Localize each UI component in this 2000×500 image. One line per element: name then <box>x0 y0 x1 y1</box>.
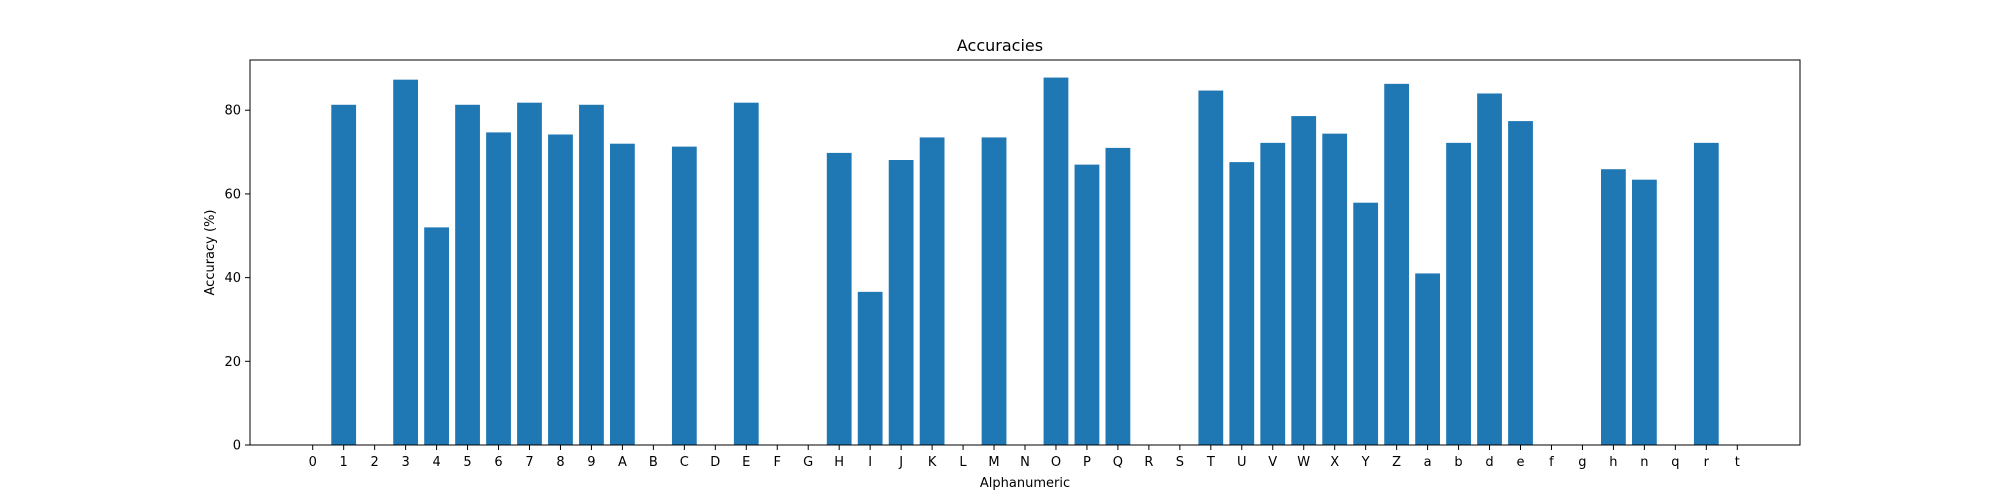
bar-7 <box>517 102 542 446</box>
x-tick-label: R <box>1144 455 1153 470</box>
bar-5 <box>455 104 480 445</box>
y-tick-label: 60 <box>224 187 241 202</box>
x-tick-label: M <box>988 455 999 470</box>
bar-b <box>1446 142 1471 446</box>
x-tick-label: K <box>928 455 937 470</box>
bar-Q <box>1105 147 1131 445</box>
x-tick-label: 2 <box>371 455 379 470</box>
bar-A <box>610 143 635 445</box>
bar-T <box>1198 90 1224 446</box>
x-tick-label: g <box>1578 455 1586 470</box>
x-tick-label: 4 <box>432 455 440 470</box>
bar-I <box>857 291 883 445</box>
bars-group <box>331 77 1719 446</box>
x-tick-label: P <box>1083 455 1091 470</box>
bar-3 <box>393 79 419 446</box>
bar-e <box>1508 121 1533 445</box>
bar-E <box>733 102 759 446</box>
x-tick-label: H <box>834 455 844 470</box>
x-tick-label: S <box>1176 455 1184 470</box>
x-tick-label: f <box>1549 455 1554 470</box>
bar-Y <box>1353 202 1379 445</box>
x-tick-label: I <box>868 455 872 470</box>
x-tick-label: h <box>1609 455 1617 470</box>
x-tick-label: N <box>1020 455 1030 470</box>
bar-W <box>1291 116 1317 445</box>
x-tick-label: n <box>1640 455 1648 470</box>
x-tick-label: r <box>1704 455 1710 470</box>
bar-d <box>1477 93 1502 445</box>
x-tick-label: 9 <box>587 455 595 470</box>
y-tick-label: 20 <box>224 355 241 370</box>
bar-r <box>1693 142 1719 446</box>
bar-M <box>981 137 1007 446</box>
y-axis-label: Accuracy (%) <box>203 210 218 296</box>
y-tick-label: 40 <box>224 271 241 286</box>
x-tick-label: d <box>1485 455 1493 470</box>
x-tick-label: Y <box>1361 455 1370 470</box>
x-tick-label: B <box>649 455 658 470</box>
x-tick-label: W <box>1297 455 1310 470</box>
x-tick-label: V <box>1268 455 1277 470</box>
bar-6 <box>486 132 511 445</box>
bar-V <box>1260 142 1286 446</box>
x-tick-label: 5 <box>463 455 471 470</box>
x-tick-label: T <box>1206 455 1215 470</box>
x-tick-label: 7 <box>525 455 533 470</box>
x-tick-label: E <box>742 455 750 470</box>
x-tick-label: a <box>1424 455 1432 470</box>
bar-O <box>1043 77 1069 445</box>
bar-H <box>826 152 852 445</box>
y-tick-label: 80 <box>224 104 241 119</box>
x-tick-label: b <box>1454 455 1462 470</box>
bar-a <box>1415 273 1440 445</box>
plot-frame <box>249 59 1801 446</box>
x-tick-label: t <box>1735 455 1740 470</box>
bar-n <box>1631 179 1657 445</box>
x-tick-label: e <box>1517 455 1525 470</box>
bar-X <box>1322 133 1348 445</box>
x-tick-label: 1 <box>340 455 348 470</box>
y-axis-ticks: 0 20 40 60 80 <box>224 104 250 454</box>
bar-4 <box>424 227 449 445</box>
x-tick-label: 6 <box>494 455 502 470</box>
x-tick-label: A <box>618 455 627 470</box>
x-tick-label: D <box>710 455 720 470</box>
x-tick-label: Q <box>1113 455 1123 470</box>
bar-P <box>1074 164 1100 445</box>
x-tick-label: J <box>898 455 903 470</box>
x-tick-label: F <box>774 455 781 470</box>
bar-8 <box>548 134 573 446</box>
x-tick-label: G <box>803 455 813 470</box>
bar-Z <box>1384 83 1410 445</box>
bar-C <box>671 146 697 446</box>
bar-J <box>888 160 914 445</box>
x-tick-label: q <box>1671 455 1679 470</box>
bar-1 <box>331 104 357 445</box>
x-tick-label: Z <box>1392 455 1401 470</box>
x-tick-label: L <box>959 455 967 470</box>
x-tick-label: U <box>1237 455 1247 470</box>
chart-title: Accuracies <box>957 36 1043 55</box>
bar-h <box>1601 169 1626 445</box>
bar-U <box>1229 162 1255 446</box>
bar-9 <box>579 104 604 445</box>
x-tick-label: 3 <box>401 455 409 470</box>
x-tick-label: C <box>680 455 689 470</box>
x-tick-label: O <box>1051 455 1061 470</box>
bar-K <box>919 137 945 446</box>
x-tick-label: X <box>1330 455 1339 470</box>
x-tick-label: 8 <box>556 455 564 470</box>
x-tick-label: 0 <box>309 455 317 470</box>
y-tick-label: 0 <box>233 439 241 454</box>
x-axis-label: Alphanumeric <box>980 476 1070 491</box>
